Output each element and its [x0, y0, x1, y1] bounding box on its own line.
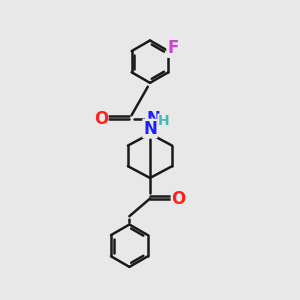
Text: N: N — [143, 119, 157, 137]
Text: N: N — [146, 110, 160, 128]
Text: H: H — [158, 114, 170, 128]
Text: O: O — [94, 110, 108, 128]
Text: F: F — [167, 39, 178, 57]
Text: O: O — [171, 190, 186, 208]
